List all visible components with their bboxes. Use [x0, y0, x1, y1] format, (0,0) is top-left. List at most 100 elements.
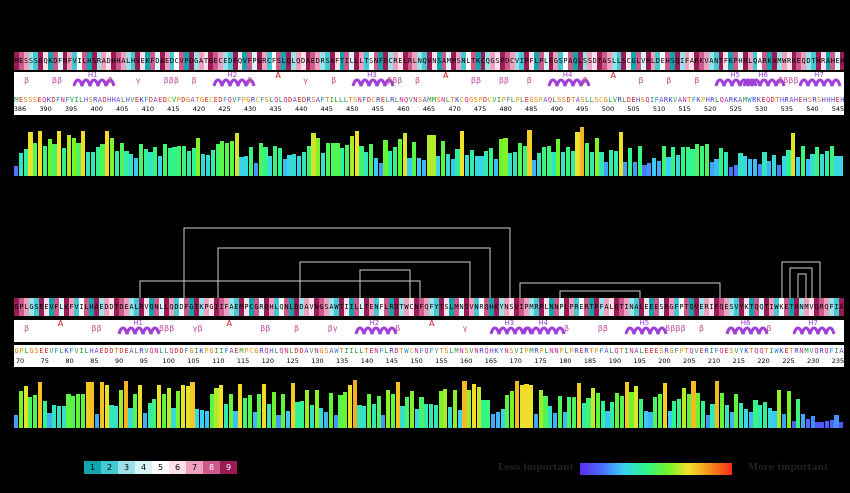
conservation-residue: F	[529, 52, 534, 70]
importance-bar	[662, 383, 667, 428]
conservation-residue: D	[383, 52, 389, 70]
amino-acid-residue: Q	[759, 347, 764, 355]
importance-bar	[460, 131, 465, 176]
importance-bar	[205, 154, 211, 176]
conservation-residue: F	[224, 298, 229, 316]
conservation-residue: N	[549, 298, 554, 316]
importance-bar	[85, 382, 90, 428]
conservation-residue: R	[96, 52, 102, 70]
conservation-residue: S	[436, 52, 442, 70]
amino-acid-residue: D	[119, 347, 124, 355]
conservation-residue: R	[694, 52, 700, 70]
conservation-residue: L	[24, 298, 29, 316]
residue-number-tick: 485	[525, 105, 538, 113]
conservation-residue: L	[359, 52, 364, 70]
importance-bar	[467, 389, 472, 428]
residue-number-tick: 135	[336, 357, 349, 365]
amino-acid-residue: A	[94, 347, 99, 355]
importance-bar	[263, 147, 268, 176]
importance-bar	[354, 131, 359, 176]
amino-acid-residue: W	[747, 96, 752, 104]
conservation-residue: L	[134, 298, 139, 316]
amino-acid-residue: M	[14, 96, 19, 104]
conservation-residue: L	[354, 52, 360, 70]
importance-bar	[340, 148, 345, 176]
conservation-residue: D	[188, 52, 194, 70]
importance-bar	[395, 381, 400, 428]
amino-acid-residue: K	[779, 347, 784, 355]
conservation-residue: Q	[814, 298, 819, 316]
conservation-residue: S	[33, 52, 39, 70]
conservation-residue: S	[558, 52, 564, 70]
amino-acid-residue: L	[639, 347, 644, 355]
importance-bar	[405, 397, 410, 428]
importance-bar	[618, 131, 623, 176]
amino-acid-residue: E	[369, 347, 374, 355]
importance-bar	[229, 141, 235, 176]
residue-number-tick: 505	[627, 105, 640, 113]
importance-bar	[690, 148, 695, 176]
amino-acid-residue: F	[184, 347, 189, 355]
conservation-residue: K	[64, 298, 69, 316]
strand-label: β	[415, 76, 421, 85]
conservation-residue: K	[767, 52, 773, 70]
conservation-residue: M	[446, 52, 452, 70]
conservation-residue: Q	[614, 298, 619, 316]
amino-acid-residue: L	[84, 347, 89, 355]
importance-bar	[95, 147, 100, 176]
amino-acid-residue: D	[51, 96, 56, 104]
importance-bar	[734, 393, 739, 428]
more-important-label: More important	[748, 463, 829, 473]
helix-label: H6	[758, 71, 768, 79]
conservation-residue: S	[670, 52, 675, 70]
conservation-residue: Q	[754, 298, 759, 316]
conservation-legend-swatch: 2	[101, 461, 118, 474]
conservation-residue: R	[820, 52, 826, 70]
amino-acid-residue: L	[339, 96, 344, 104]
conservation-residue: V	[694, 298, 699, 316]
importance-bar	[316, 137, 321, 176]
importance-bar	[239, 156, 244, 176]
conservation-residue: Q	[424, 298, 429, 316]
amino-acid-residue: V	[612, 96, 618, 104]
amino-acid-residue: L	[564, 347, 569, 355]
importance-bar	[824, 420, 830, 428]
conservation-residue: I	[709, 298, 714, 316]
importance-bar	[244, 155, 249, 176]
importance-bar	[357, 405, 362, 428]
importance-bar	[791, 420, 796, 428]
conservation-residue: Y	[499, 298, 504, 316]
conservation-residue: Q	[824, 298, 829, 316]
conservation-residue: P	[184, 52, 189, 70]
importance-bar	[290, 383, 295, 428]
conservation-residue: T	[684, 298, 689, 316]
amino-acid-residue: M	[454, 347, 459, 355]
amino-acid-residue: S	[34, 347, 39, 355]
importance-bar	[546, 145, 551, 176]
conservation-residue: I	[834, 298, 839, 316]
conservation-residue: G	[553, 52, 559, 70]
conservation-residue: F	[379, 298, 384, 316]
helix-icon	[792, 326, 836, 335]
importance-bar	[839, 155, 844, 176]
amino-acid-residue: E	[213, 96, 218, 104]
residue-number-tick: 450	[346, 105, 359, 113]
importance-bar	[820, 154, 825, 176]
conservation-residue: P	[594, 298, 599, 316]
amino-acid-residue: S	[817, 96, 822, 104]
amino-acid-residue: L	[589, 96, 594, 104]
importance-bar	[118, 389, 124, 428]
importance-bar	[109, 404, 114, 428]
residue-number-tick: 430	[243, 105, 257, 113]
conservation-residue: M	[804, 298, 809, 316]
amino-acid-residue: S	[436, 96, 441, 104]
importance-bar	[66, 393, 71, 428]
amino-acid-residue: L	[384, 347, 389, 355]
amino-acid-residue: F	[419, 347, 424, 355]
importance-bar	[333, 415, 338, 428]
importance-bar	[324, 412, 329, 428]
anchor-label: A	[226, 319, 232, 328]
importance-bar	[457, 410, 462, 428]
